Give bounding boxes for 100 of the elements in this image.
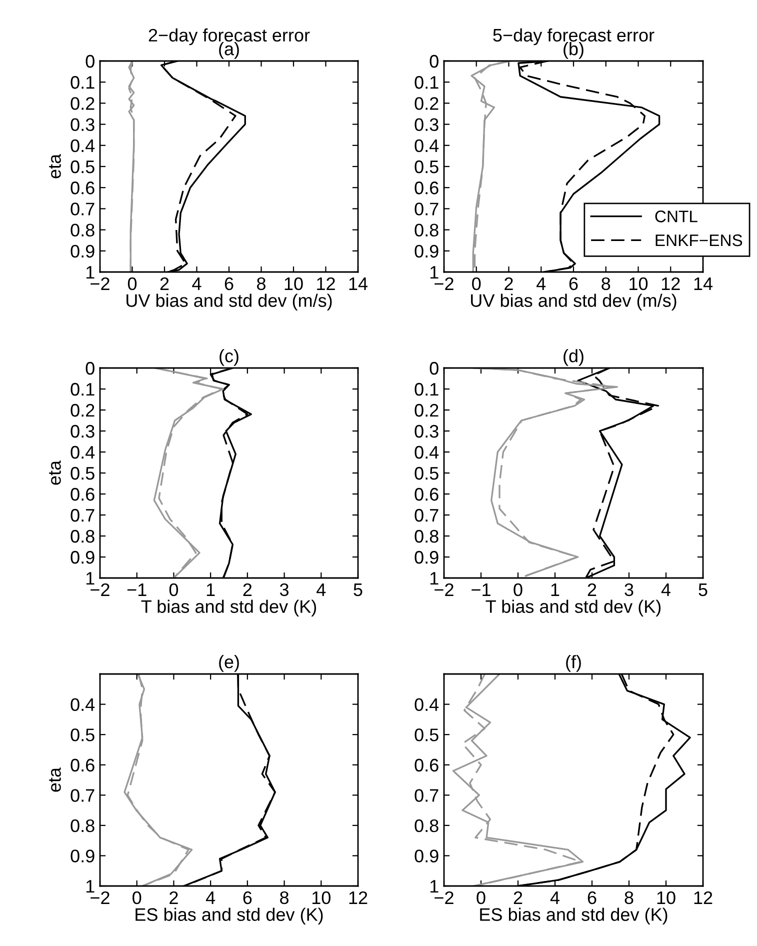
x-tick-label: 2 [160,277,169,290]
x-tick-label: 6 [569,277,578,290]
x-tick-label: 10 [657,891,676,904]
y-tick-label: 0.1 [414,382,438,396]
x-tick-label: 4 [316,584,326,596]
y-tick-label: 0.6 [414,182,438,194]
x-tick-label: 10 [630,277,648,290]
x-tick-label: 0 [169,583,178,596]
x-tick-label: 6 [224,277,234,290]
legend-label: CNTL [655,210,698,222]
x-tick-label: 8 [257,277,266,290]
x-tick-label: 0 [132,891,142,904]
x-tick-label: 0 [128,277,137,290]
y-tick-label: 0.4 [70,698,95,712]
x-tick-label: 2 [504,277,513,290]
y-tick-label: 0.2 [70,404,94,417]
x-tick-label: −1 [472,584,490,596]
x-axis-title: T bias and std dev (K) [141,600,316,617]
y-tick-label: 0.8 [70,224,94,237]
x-tick-label: −2 [90,891,110,904]
x-tick-label: −2 [434,891,454,904]
chart-title: (c) [220,349,238,366]
x-axis-title: ES bias and std dev (K) [136,908,323,925]
x-tick-label: 5 [698,584,708,596]
x-tick-label: 2 [243,583,252,596]
x-axis-title: ES bias and std dev (K) [480,908,668,925]
y-tick-label: 0.7 [70,789,94,802]
y-tick-label: 0.9 [414,850,438,862]
x-tick-label: 14 [694,278,713,290]
y-tick-label: 1 [86,266,94,279]
y-tick-label: 0.4 [414,139,439,152]
y-tick-label: 0.3 [70,118,94,132]
y-tick-label: 0.8 [70,530,94,543]
x-tick-label: 10 [312,891,330,904]
chart-title: (e) [219,655,239,672]
y-tick-label: 0.6 [70,758,94,772]
y-tick-label: 0.7 [414,508,438,522]
y-tick-label: 0.5 [70,728,94,742]
y-tick-label: 0.4 [414,446,439,459]
x-tick-label: 0 [514,583,522,596]
y-tick-label: 1 [430,266,438,279]
y-tick-label: 0.9 [414,550,438,564]
y-tick-label: 0.1 [70,382,94,396]
x-tick-label: 0 [472,277,481,290]
x-tick-label: 4 [536,278,546,290]
x-axis-title: T bias and std dev (K) [486,600,661,617]
y-tick-label: 0.6 [414,488,438,501]
y-tick-label: 0.9 [70,244,94,258]
x-tick-label: 8 [602,277,610,290]
y-tick-label: 0.5 [414,466,438,480]
x-tick-label: 2 [170,891,178,904]
x-tick-label: −2 [90,277,110,290]
y-tick-label: 1 [430,880,438,893]
y-tick-label: 0.7 [70,202,94,216]
y-tick-label: 0.9 [70,850,94,862]
y-tick-label: 0.4 [414,698,439,712]
y-tick-label: 0 [86,362,94,375]
x-tick-label: 1 [551,584,560,596]
y-tick-label: 0.2 [414,404,438,417]
x-tick-label: 1 [206,584,215,596]
y-tick-label: 0.1 [414,76,438,89]
x-tick-label: 12 [349,891,368,904]
x-tick-label: 12 [694,891,712,904]
y-tick-label: 0.6 [414,758,438,772]
x-tick-label: −2 [90,583,110,596]
x-tick-label: 12 [662,277,680,290]
x-tick-label: 6 [588,891,596,904]
y-axis-title: eta [49,460,61,485]
x-axis-title: UV bias and std dev (m/s) [471,294,676,311]
y-tick-label: 0.4 [70,446,95,459]
x-tick-label: 4 [661,584,670,596]
y-tick-label: 0.6 [70,182,94,194]
y-tick-label: 1 [86,572,94,585]
x-tick-label: 8 [624,891,634,904]
x-tick-label: 8 [280,891,289,904]
y-tick-label: 0.6 [70,488,94,501]
y-tick-label: 0.4 [70,139,95,152]
chart-title: (f) [566,655,581,672]
legend-label: ENKF−ENS [656,234,742,246]
y-tick-label: 0 [430,54,438,68]
x-tick-label: −2 [434,277,454,290]
x-tick-label: 2 [588,583,596,596]
y-tick-label: 0.2 [414,97,438,110]
x-tick-label: 4 [206,892,216,904]
x-tick-label: 3 [280,583,289,596]
y-tick-label: 1 [430,572,438,585]
x-tick-label: 4 [192,278,202,290]
y-tick-label: 0.5 [70,466,94,480]
y-tick-label: 0.7 [414,789,438,802]
y-axis-title: eta [49,767,61,792]
y-tick-label: 0.7 [70,508,94,522]
y-axis-title: eta [49,154,61,178]
y-tick-label: 0.8 [70,819,94,832]
y-tick-label: 0.3 [414,118,438,132]
x-tick-label: −2 [434,583,454,596]
y-tick-label: 0.5 [414,160,438,174]
y-tick-label: 0.2 [70,97,94,110]
y-tick-label: 0.7 [414,202,438,216]
x-tick-label: 4 [550,892,560,904]
x-tick-label: 14 [349,278,368,290]
